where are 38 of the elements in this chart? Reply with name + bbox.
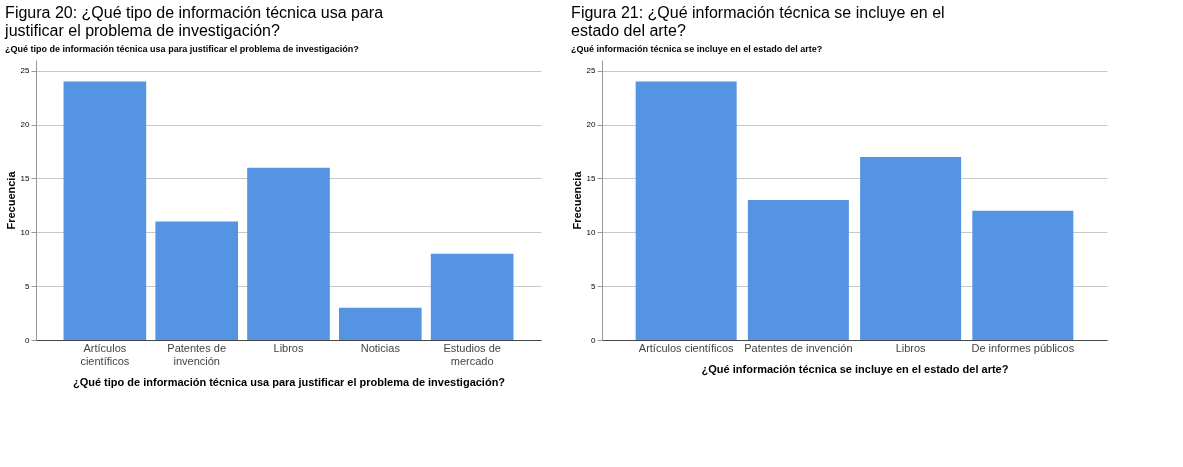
x-tick-label: Patentes de invención bbox=[167, 341, 227, 367]
x-tick-label: Artículos científicos bbox=[80, 341, 130, 367]
x-tick-label: Noticias bbox=[360, 341, 401, 354]
bar bbox=[430, 253, 514, 340]
bar bbox=[155, 221, 238, 340]
y-tick-label: 5 bbox=[591, 281, 597, 291]
y-tick-label: 20 bbox=[20, 120, 31, 130]
y-tick-label: 5 bbox=[25, 281, 31, 291]
x-axis-title: ¿Qué información técnica se incluye en el estado del arte? bbox=[701, 362, 1009, 376]
y-tick-label: 15 bbox=[586, 173, 597, 183]
y-tick-label: 0 bbox=[591, 335, 597, 345]
bar bbox=[339, 307, 422, 340]
y-tick-label: 15 bbox=[20, 173, 31, 183]
x-tick-label: Libros bbox=[273, 341, 304, 354]
x-tick-label: De informes públicos bbox=[971, 341, 1075, 354]
y-tick-label: 20 bbox=[586, 120, 597, 130]
chart-title: Figura 21: ¿Qué información técnica se incluye en el estado del arte? bbox=[571, 4, 945, 39]
y-axis-title: Frecuencia bbox=[4, 170, 17, 230]
x-tick-label: Libros bbox=[895, 341, 927, 354]
y-tick-label: 10 bbox=[20, 227, 31, 237]
x-axis-title: ¿Qué tipo de información técnica usa para justificar el problema de investigación? bbox=[72, 375, 506, 389]
y-axis-title: Frecuencia bbox=[570, 170, 583, 230]
bar bbox=[972, 210, 1074, 340]
chart-subtitle: ¿Qué tipo de información técnica usa para justificar el problema de investigación? bbox=[5, 44, 359, 54]
x-tick-label: Patentes de invención bbox=[744, 341, 853, 354]
bar bbox=[635, 81, 737, 340]
y-tick-label: 25 bbox=[20, 66, 31, 76]
x-tick-label: Artículos científicos bbox=[638, 341, 735, 354]
bar bbox=[63, 81, 147, 340]
x-tick-label: Estudios de mercado bbox=[443, 341, 501, 367]
bar bbox=[860, 156, 962, 340]
chart-title: Figura 20: ¿Qué tipo de información técnica usa para justificar el problema de investigación? bbox=[4, 4, 384, 39]
y-tick-label: 0 bbox=[25, 335, 31, 345]
bar bbox=[247, 167, 330, 340]
y-tick-label: 25 bbox=[586, 66, 597, 76]
chart-subtitle: ¿Qué información técnica se incluye en el estado del arte? bbox=[571, 44, 823, 54]
bar bbox=[747, 200, 849, 340]
y-tick-label: 10 bbox=[586, 227, 597, 237]
